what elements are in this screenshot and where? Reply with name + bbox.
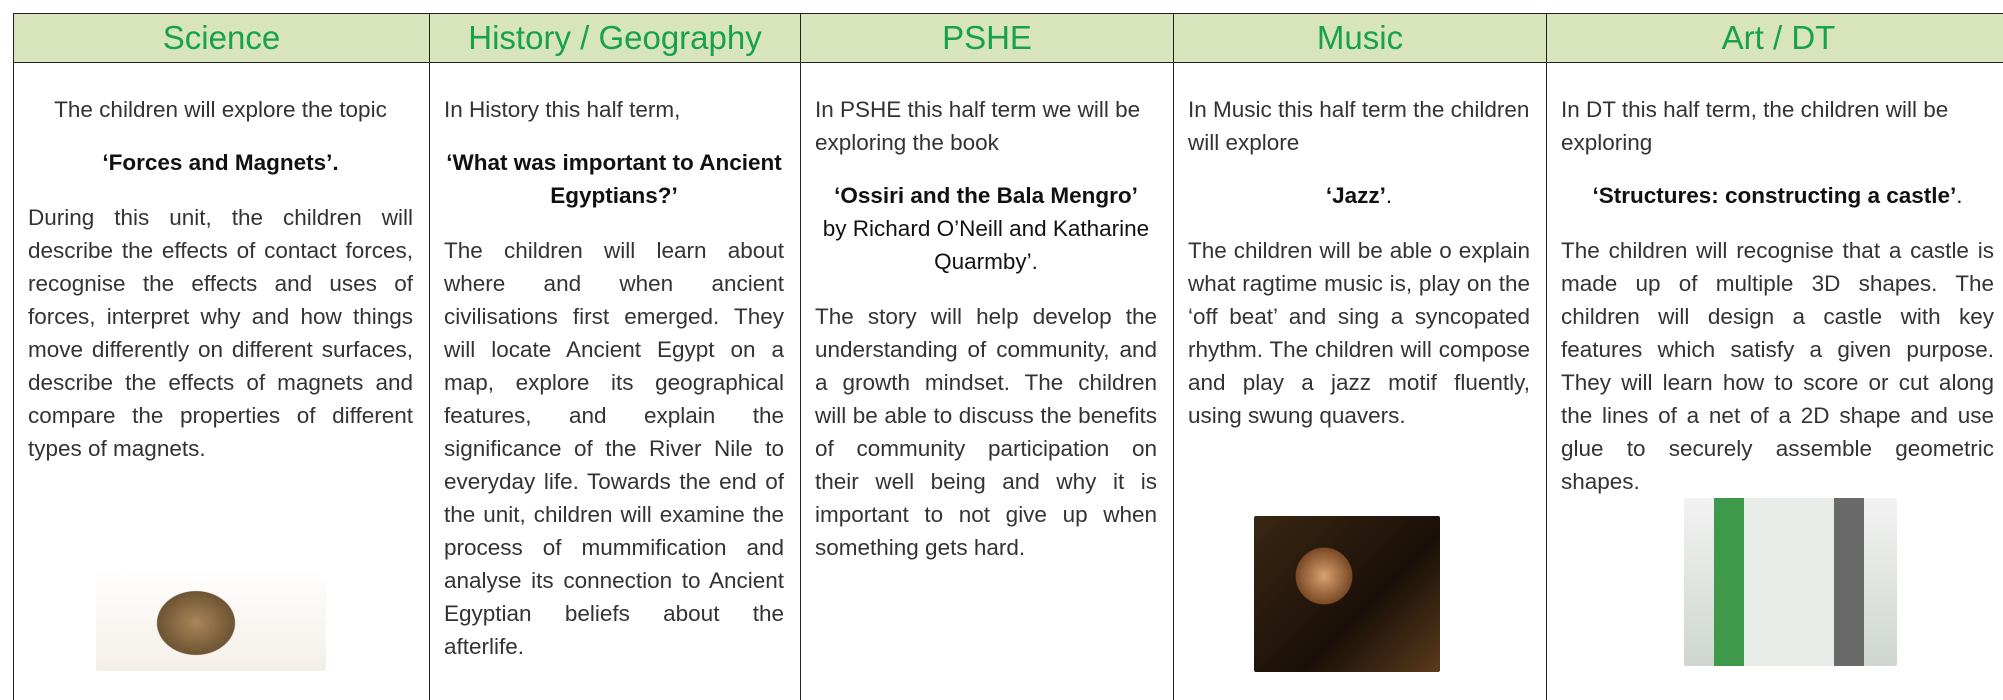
subject-heading: Science [14,13,429,63]
topic-title: ‘Forces and Magnets’. [102,150,339,175]
subject-column: History / Geography In History this half … [429,13,800,700]
trumpet-image [1254,516,1440,672]
body-text: During this unit, the children will desc… [28,205,413,461]
subject-column: Music In Music this half term the childre… [1173,13,1546,700]
subject-heading: Music [1174,13,1546,63]
intro-text: In History this half term, [444,97,681,122]
topic-suffix: by Richard O’Neill and Katharine Quarmby… [822,216,1150,274]
intro-text: The children will explore the topic [54,97,387,122]
topic-title: ‘Structures: constructing a castle’ [1592,183,1957,208]
topic-title: ‘What was important to Ancient Egyptians… [446,150,782,208]
body-text: The children will learn about where and … [444,238,784,659]
body-text: The children will be able o explain what… [1188,238,1530,428]
topic-suffix: . [1385,183,1393,208]
subject-column: Science The children will explore the top… [13,13,429,700]
column-content: In DT this half term, the children will … [1547,63,2003,498]
subject-heading: PSHE [801,13,1173,63]
subject-heading: History / Geography [430,13,800,63]
topic-line: ‘Structures: constructing a castle’. [1561,179,1994,212]
body-text: The story will help develop the understa… [815,304,1157,560]
topic-title: ‘Ossiri and the Bala Mengro’ [834,183,1138,208]
column-content: The children will explore the topic ‘Forc… [14,63,429,465]
intro-text: In Music this half term the children wil… [1188,97,1530,155]
topic-line: ‘Forces and Magnets’. [28,146,413,179]
column-content: In History this half term, ‘What was impo… [430,63,800,663]
topic-line: ‘Ossiri and the Bala Mengro’ by Richard O… [815,179,1157,278]
topic-line: ‘What was important to Ancient Egyptians… [444,146,784,212]
topic-title: ‘Jazz’ [1325,183,1386,208]
subject-column: PSHE In PSHE this half term we will be ex… [800,13,1173,700]
forces-image [96,568,326,671]
intro-text: In PSHE this half term we will be explor… [815,97,1141,155]
column-content: In PSHE this half term we will be explor… [801,63,1173,564]
topic-suffix: . [1956,183,1963,208]
intro-text: In DT this half term, the children will … [1561,97,1949,155]
castle-image [1684,498,1897,666]
topic-line: ‘Jazz’. [1188,179,1530,212]
column-content: In Music this half term the children wil… [1174,63,1546,432]
subject-heading: Art / DT [1547,13,2003,63]
subject-column: Art / DT In DT this half term, the childr… [1546,13,2003,700]
body-text: The children will recognise that a castl… [1561,238,1994,494]
